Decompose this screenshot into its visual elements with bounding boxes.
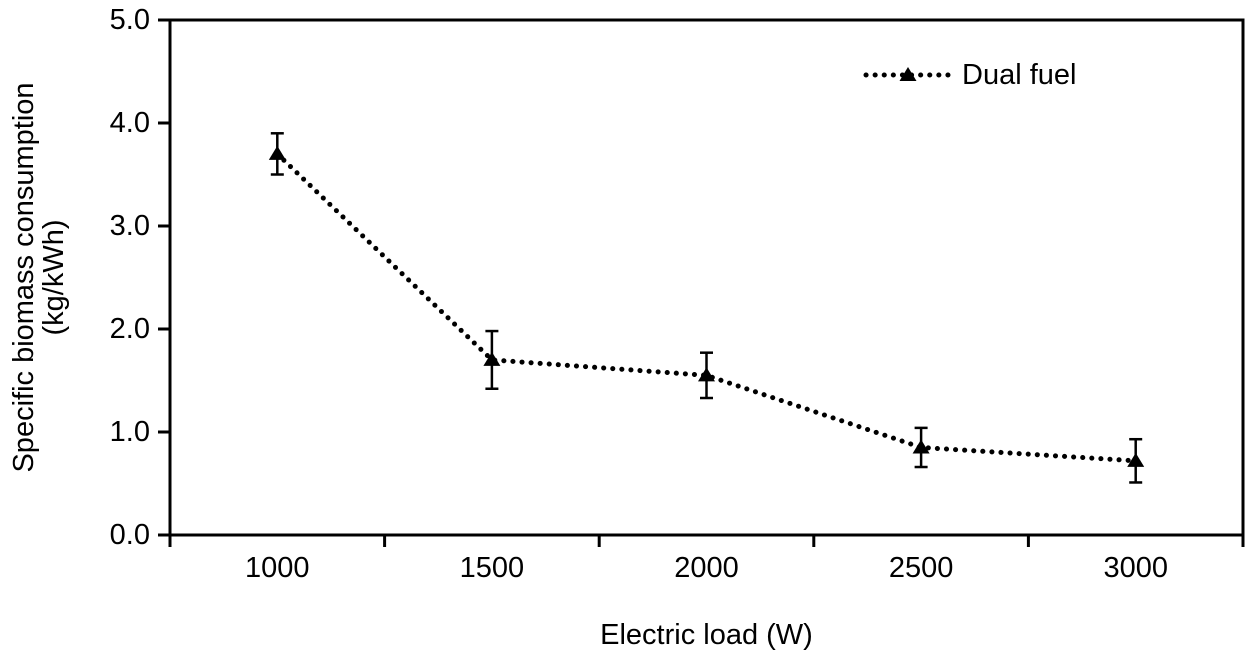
y-axis-title-line2: (kg/kWh) bbox=[38, 220, 70, 336]
y-tick-label: 5.0 bbox=[110, 4, 150, 36]
y-axis-title-line1: Specific biomass consumption bbox=[8, 82, 40, 472]
x-tick-label: 1500 bbox=[460, 552, 525, 584]
x-tick-label: 3000 bbox=[1103, 552, 1168, 584]
legend-marker-icon bbox=[899, 67, 917, 81]
data-point-marker bbox=[1127, 452, 1145, 467]
x-tick-label: 1000 bbox=[245, 552, 310, 584]
x-tick-label: 2500 bbox=[889, 552, 954, 584]
y-tick-label: 0.0 bbox=[110, 519, 150, 551]
legend-label: Dual fuel bbox=[962, 59, 1076, 91]
data-point-marker bbox=[912, 439, 930, 454]
plot-border bbox=[168, 18, 1245, 537]
data-point-marker bbox=[268, 145, 286, 160]
data-point-marker bbox=[483, 351, 501, 366]
data-point-marker bbox=[698, 367, 715, 382]
y-tick-label: 4.0 bbox=[110, 107, 150, 139]
y-tick-label: 2.0 bbox=[110, 313, 150, 345]
x-axis-title: Electric load (W) bbox=[600, 619, 813, 651]
y-tick-label: 1.0 bbox=[110, 416, 150, 448]
series-line-dual-fuel bbox=[274, 151, 1139, 464]
x-tick-label: 2000 bbox=[674, 552, 739, 584]
y-tick-label: 3.0 bbox=[110, 210, 150, 242]
